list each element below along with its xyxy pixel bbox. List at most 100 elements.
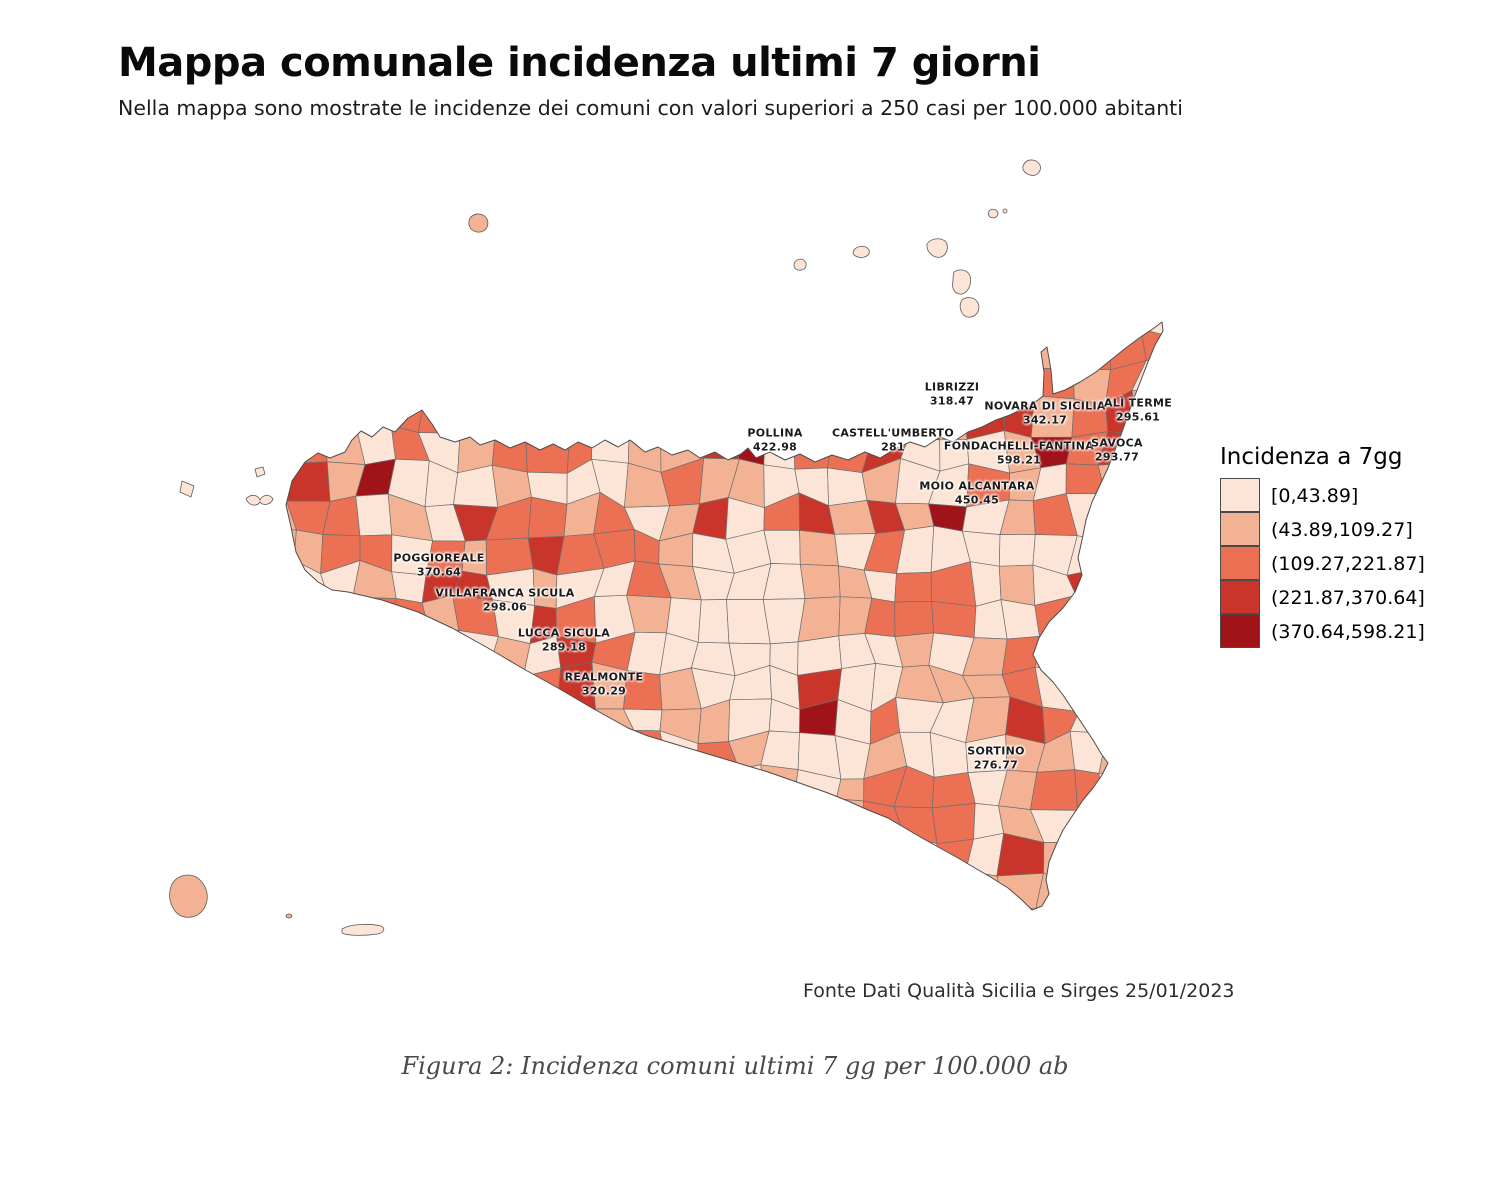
- municipality-cell: [1101, 902, 1138, 910]
- municipality-cell: [634, 364, 662, 393]
- island-marettimo: [179, 480, 195, 498]
- municipality-cell: [1098, 837, 1147, 875]
- municipality-cell: [937, 331, 976, 372]
- legend-swatch: [1220, 614, 1260, 648]
- municipality-cell: [317, 771, 363, 810]
- municipality-cell: [1132, 904, 1163, 910]
- municipality-cell: [521, 701, 562, 733]
- municipality-cell: [628, 391, 662, 440]
- legend-row: (43.89,109.27]: [1220, 512, 1425, 547]
- municipality-cell: [286, 425, 297, 469]
- municipality-cell: [555, 867, 600, 907]
- municipality-cell: [430, 736, 468, 776]
- municipality-name: POGGIOREALE: [393, 551, 485, 565]
- municipality-cell: [1072, 871, 1109, 910]
- municipality-label: CASTELL'UMBERTO 281: [832, 426, 954, 454]
- municipality-cell: [421, 695, 467, 738]
- municipality-cell: [387, 709, 435, 738]
- municipality-cell: [1172, 841, 1215, 878]
- municipality-value: 598.21: [996, 453, 1042, 466]
- municipality-cell: [562, 799, 597, 840]
- municipality-cell: [589, 730, 635, 781]
- municipality-cell: [455, 390, 500, 437]
- municipality-name: SORTINO: [967, 744, 1025, 758]
- municipality-cell: [587, 322, 631, 330]
- municipality-cell: [352, 597, 397, 640]
- page-title: Mappa comunale incidenza ultimi 7 giorni: [118, 40, 1041, 86]
- island-pantelleria: [169, 874, 208, 918]
- municipality-cell: [286, 706, 332, 742]
- municipality-cell: [487, 774, 528, 809]
- municipality-cell: [1173, 699, 1209, 744]
- municipality-cell: [827, 868, 875, 910]
- municipality-cell: [286, 356, 295, 399]
- municipality-label: ALÌ TERME 295.61: [1104, 396, 1172, 424]
- municipality-cell: [1066, 837, 1106, 882]
- municipality-value: 293.77: [1094, 450, 1140, 463]
- municipality-label: LIBRIZZI 318.47: [925, 380, 980, 408]
- municipality-cell: [427, 627, 460, 674]
- municipality-cell: [998, 362, 1035, 401]
- legend-class-label: (221.87,370.64]: [1271, 587, 1425, 609]
- municipality-cell: [521, 731, 562, 776]
- municipality-cell: [286, 632, 331, 675]
- municipality-cell: [358, 873, 390, 910]
- municipality-cell: [422, 901, 460, 910]
- municipality-cell: [527, 808, 566, 842]
- municipality-cell: [1035, 872, 1080, 910]
- municipality-cell: [1133, 459, 1163, 508]
- municipality-cell: [320, 732, 366, 773]
- municipality-cell: [1138, 531, 1163, 561]
- municipality-cell: [1167, 357, 1211, 395]
- municipality-value: 320.29: [581, 684, 627, 697]
- municipality-cell: [327, 703, 366, 744]
- municipality-cell: [827, 467, 868, 507]
- municipality-cell: [655, 876, 697, 910]
- municipality-name: SAVOCA: [1091, 436, 1143, 450]
- municipality-cell: [1098, 803, 1140, 843]
- municipality-cell: [591, 391, 638, 429]
- municipality-cell: [931, 803, 976, 845]
- legend-row: (370.64,598.21]: [1220, 614, 1425, 649]
- municipality-cell: [861, 900, 909, 910]
- municipality-cell: [320, 900, 361, 910]
- municipality-cell: [896, 835, 938, 879]
- municipality-cell: [894, 571, 932, 603]
- island-levanzo: [254, 466, 266, 478]
- municipality-cell: [1107, 560, 1147, 608]
- municipality-cell: [930, 870, 972, 910]
- municipality-cell: [288, 900, 328, 910]
- municipality-cell: [659, 360, 705, 395]
- municipality-cell: [425, 366, 461, 400]
- municipality-cell: [418, 390, 461, 434]
- municipality-cell: [523, 867, 560, 908]
- municipality-cell: [590, 369, 638, 404]
- municipality-cell: [759, 902, 797, 910]
- island-stromboli: [1022, 159, 1041, 176]
- municipality-label: SORTINO 276.77: [967, 744, 1025, 772]
- municipality-cell: [532, 358, 569, 405]
- municipality-cell: [286, 866, 328, 910]
- municipality-cell: [286, 425, 328, 464]
- municipality-cell: [355, 493, 393, 537]
- municipality-label: FONDACHELLI-FANTINA 598.21: [944, 439, 1094, 467]
- municipality-cell: [525, 390, 571, 439]
- municipality-value: 276.77: [973, 758, 1019, 771]
- island-filicudi: [852, 245, 870, 258]
- island-lipari: [952, 269, 971, 295]
- municipality-cell: [565, 367, 595, 404]
- municipality-cell: [759, 869, 797, 905]
- municipality-cell: [1171, 773, 1215, 809]
- municipality-cell: [793, 798, 842, 845]
- municipality-cell: [624, 771, 670, 807]
- municipality-name: ALÌ TERME: [1103, 396, 1173, 410]
- municipality-cell: [1176, 534, 1213, 568]
- municipality-cell: [1138, 603, 1163, 643]
- municipality-value: 370.64: [416, 565, 462, 578]
- municipality-cell: [1171, 805, 1215, 841]
- municipality-cell: [695, 900, 733, 910]
- municipality-cell: [930, 905, 972, 910]
- municipality-cell: [386, 598, 429, 640]
- municipality-cell: [427, 770, 468, 813]
